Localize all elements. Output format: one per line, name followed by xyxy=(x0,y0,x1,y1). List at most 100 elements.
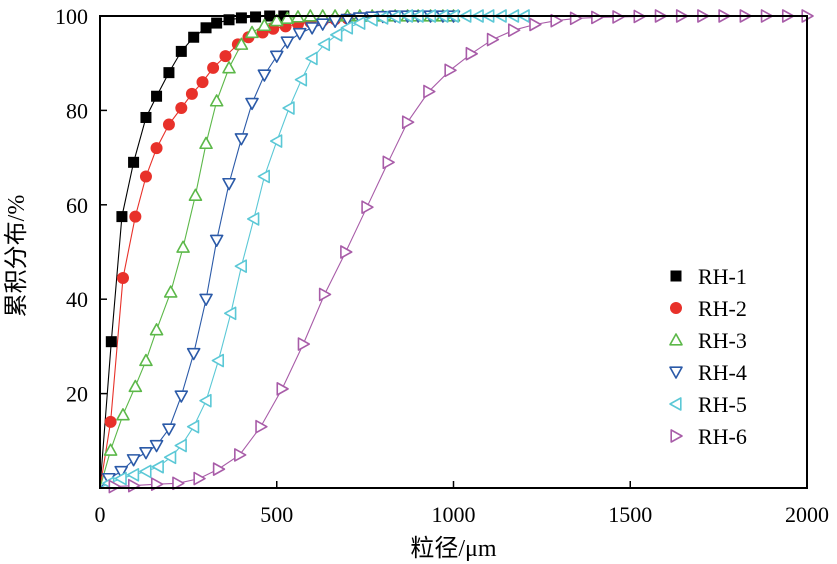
data-point-rh-4 xyxy=(305,22,319,35)
legend-item-rh-4: RH-4 xyxy=(669,360,747,385)
x-tick-label: 1500 xyxy=(608,502,652,527)
legend-marker-rh-5 xyxy=(669,397,682,411)
data-point-rh-5 xyxy=(257,169,270,184)
data-point-rh-5 xyxy=(353,16,366,30)
data-point-rh-5 xyxy=(126,467,140,482)
data-point-rh-3 xyxy=(199,136,213,150)
data-point-rh-2 xyxy=(150,142,163,155)
x-tick-label: 1000 xyxy=(432,502,476,527)
data-point-rh-5 xyxy=(223,306,237,321)
data-point-rh-4 xyxy=(114,465,129,479)
data-point-rh-4 xyxy=(340,13,355,27)
series-line-rh-3 xyxy=(99,15,454,489)
data-point-rh-3 xyxy=(188,188,203,201)
data-point-rh-2 xyxy=(129,210,142,223)
legend-marker-rh-4 xyxy=(669,366,683,379)
data-point-rh-3 xyxy=(103,443,118,456)
x-axis-title: 粒径/μm xyxy=(410,535,497,562)
data-point-rh-5 xyxy=(151,459,164,474)
data-point-rh-5 xyxy=(174,438,187,453)
data-point-rh-2 xyxy=(185,87,198,100)
data-point-rh-2 xyxy=(196,76,209,89)
data-point-rh-1 xyxy=(235,12,247,24)
data-point-rh-3 xyxy=(257,18,272,32)
data-point-rh-4 xyxy=(234,133,249,146)
data-point-rh-3 xyxy=(176,240,190,253)
data-point-rh-6 xyxy=(465,46,478,61)
data-point-rh-3 xyxy=(163,285,178,298)
axis-ticks xyxy=(99,15,808,488)
legend-item-rh-3: RH-3 xyxy=(669,328,747,353)
legend-item-rh-2: RH-2 xyxy=(670,296,747,321)
data-point-rh-6 xyxy=(382,155,395,170)
data-point-rh-6 xyxy=(569,11,583,26)
data-point-rh-5 xyxy=(330,28,343,42)
data-point-rh-6 xyxy=(340,245,353,259)
data-point-rh-2 xyxy=(162,118,175,131)
data-point-rh-4 xyxy=(199,293,213,307)
series-markers xyxy=(102,9,814,494)
data-point-rh-6 xyxy=(172,476,185,491)
data-point-rh-5 xyxy=(282,101,295,115)
data-point-rh-2 xyxy=(139,170,152,183)
legend-item-rh-5: RH-5 xyxy=(669,392,747,417)
data-point-rh-5 xyxy=(269,134,283,148)
data-point-rh-3 xyxy=(139,353,153,367)
data-point-rh-2 xyxy=(207,61,220,74)
data-point-rh-5 xyxy=(163,450,177,465)
data-point-rh-1 xyxy=(128,156,140,168)
data-point-rh-2 xyxy=(116,271,129,284)
data-point-rh-6 xyxy=(276,382,289,396)
legend-item-rh-1: RH-1 xyxy=(670,264,747,289)
data-point-rh-3 xyxy=(222,61,236,74)
data-point-rh-2 xyxy=(104,415,117,428)
series-points-rh-4 xyxy=(102,10,461,486)
data-point-rh-1 xyxy=(175,45,187,57)
data-point-rh-5 xyxy=(294,72,308,87)
y-tick-label: 80 xyxy=(66,98,88,123)
data-point-rh-3 xyxy=(269,13,284,27)
y-axis-title: 累积分布/% xyxy=(3,195,30,318)
series-line-rh-4 xyxy=(99,15,454,489)
series-points-rh-6 xyxy=(108,9,814,494)
x-tick-label: 0 xyxy=(95,502,106,527)
data-point-rh-6 xyxy=(212,462,226,476)
data-point-rh-6 xyxy=(234,448,247,462)
legend-label: RH-5 xyxy=(698,392,747,417)
data-point-rh-4 xyxy=(139,446,153,460)
data-point-rh-4 xyxy=(209,234,224,247)
data-point-rh-1 xyxy=(163,67,175,79)
data-point-rh-1 xyxy=(116,211,128,223)
data-point-rh-4 xyxy=(292,27,307,41)
data-point-rh-6 xyxy=(550,13,563,28)
legend-label: RH-4 xyxy=(698,360,747,385)
data-point-rh-5 xyxy=(211,353,225,368)
data-point-rh-3 xyxy=(116,408,130,421)
data-point-rh-3 xyxy=(209,94,224,107)
x-tick-label: 500 xyxy=(260,502,293,527)
data-point-rh-4 xyxy=(280,36,295,49)
data-point-rh-1 xyxy=(151,90,163,102)
data-point-rh-5 xyxy=(305,51,318,66)
axis-tick-labels: 0 500 1000 1500 2000 20 40 60 80 100 xyxy=(55,4,829,527)
data-point-rh-5 xyxy=(246,212,260,226)
data-point-rh-1 xyxy=(211,17,223,29)
x-tick-label: 2000 xyxy=(785,502,829,527)
data-point-rh-5 xyxy=(186,419,200,434)
data-point-rh-4 xyxy=(126,454,141,467)
legend-label: RH-1 xyxy=(698,264,747,289)
data-point-rh-5 xyxy=(114,471,127,486)
data-point-rh-4 xyxy=(257,69,272,82)
data-point-rh-2 xyxy=(175,102,188,115)
data-point-rh-4 xyxy=(315,18,330,31)
data-point-rh-3 xyxy=(280,11,295,24)
legend-marker-rh-2 xyxy=(670,302,682,314)
legend-marker-rh-1 xyxy=(670,270,682,282)
data-point-rh-4 xyxy=(162,423,176,436)
legend-label: RH-3 xyxy=(698,328,747,353)
y-tick-label: 40 xyxy=(66,287,88,312)
data-point-rh-3 xyxy=(128,379,143,393)
data-point-rh-1 xyxy=(188,31,200,43)
data-point-rh-6 xyxy=(529,17,542,32)
data-point-rh-4 xyxy=(186,347,201,361)
